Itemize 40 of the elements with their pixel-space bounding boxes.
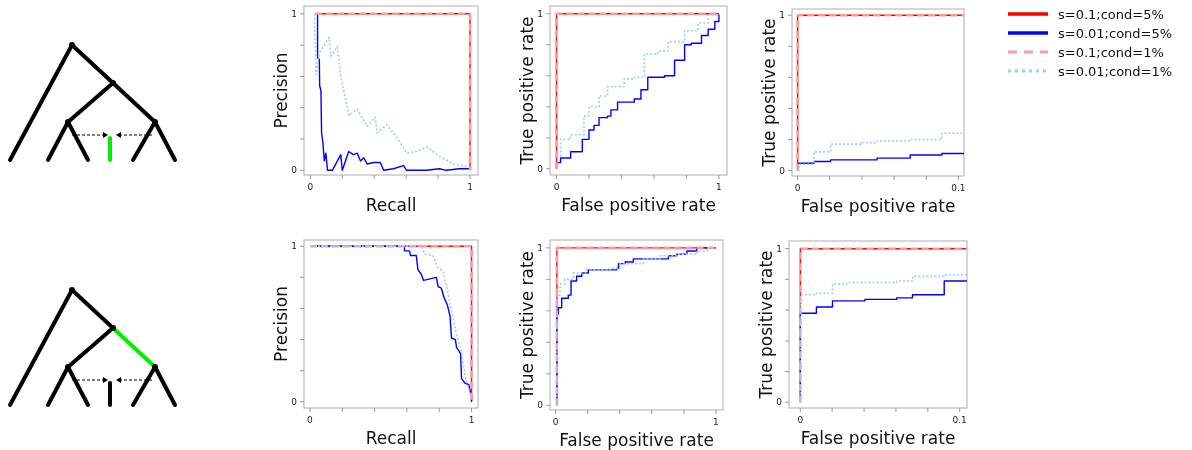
x-tick-label: 1 bbox=[713, 417, 719, 427]
y-tick-label: 0 bbox=[537, 400, 544, 411]
y-tick-label: 0 bbox=[537, 163, 544, 174]
x-tick-label: 1 bbox=[716, 182, 722, 192]
y-tick-label: 1 bbox=[291, 241, 297, 252]
y-axis-title: True positive rate bbox=[756, 250, 776, 400]
y-axis-title: Precision bbox=[271, 286, 291, 362]
x-tick-label: 0.1 bbox=[952, 415, 967, 425]
legend-label: s=0.01;cond=5% bbox=[1058, 26, 1173, 41]
y-axis-title: True positive rate bbox=[517, 16, 537, 166]
y-tick-label: 1 bbox=[291, 8, 297, 19]
y-tick-label: 1 bbox=[537, 242, 543, 253]
x-tick-label: 0 bbox=[794, 183, 801, 193]
x-tick-label: 0.1 bbox=[951, 183, 966, 193]
legend-label: s=0.1;cond=5% bbox=[1058, 7, 1164, 22]
y-tick-label: 1 bbox=[537, 8, 543, 19]
x-axis-title: False positive rate bbox=[800, 428, 956, 448]
y-tick-label: 0 bbox=[776, 397, 783, 408]
y-axis-title: True positive rate bbox=[517, 250, 537, 401]
x-axis-title: Recall bbox=[365, 428, 417, 448]
x-axis-title: Recall bbox=[365, 195, 417, 215]
x-axis-title: False positive rate bbox=[800, 196, 956, 216]
x-axis-title: False positive rate bbox=[559, 430, 714, 450]
y-tick-label: 1 bbox=[779, 10, 785, 21]
x-tick-label: 0 bbox=[552, 417, 559, 427]
x-axis-title: False positive rate bbox=[561, 195, 716, 215]
y-axis-title: Precision bbox=[271, 52, 291, 129]
x-tick-label: 0 bbox=[307, 182, 314, 192]
x-tick-label: 0 bbox=[797, 415, 804, 425]
y-tick-label: 1 bbox=[776, 243, 782, 254]
x-tick-label: 1 bbox=[468, 415, 475, 425]
legend-label: s=0.01;cond=1% bbox=[1058, 64, 1173, 79]
x-tick-label: 0 bbox=[553, 182, 560, 192]
y-tick-label: 0 bbox=[779, 165, 786, 176]
x-tick-label: 1 bbox=[467, 182, 473, 192]
x-tick-label: 0 bbox=[307, 415, 314, 425]
y-axis-title: True positive rate bbox=[759, 18, 779, 168]
y-tick-label: 0 bbox=[291, 165, 298, 176]
y-tick-label: 0 bbox=[291, 396, 298, 407]
legend-label: s=0.1;cond=1% bbox=[1058, 45, 1164, 60]
